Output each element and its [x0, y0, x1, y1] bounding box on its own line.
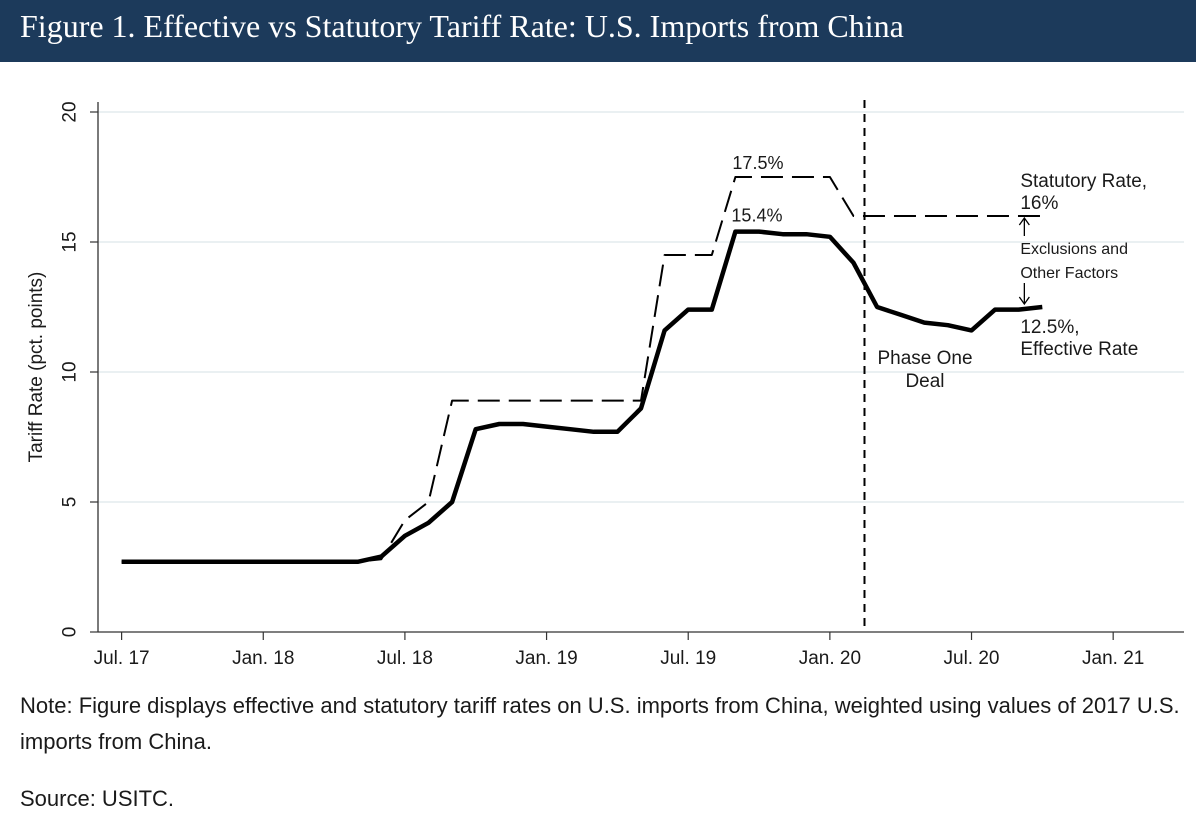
- statutory-end-label: 16%: [1020, 193, 1058, 214]
- phase-one-deal-label: Phase One: [877, 348, 972, 369]
- y-tick-label: 0: [60, 627, 81, 638]
- statutory-rate-line: [121, 176, 1043, 563]
- effective-rate-line: [121, 229, 1043, 565]
- statutory-peak-label: 17.5%: [732, 153, 783, 173]
- effective-peak-label: 15.4%: [731, 206, 782, 226]
- effective-end-label: 12.5%,: [1020, 317, 1079, 338]
- title-bar: Figure 1. Effective vs Statutory Tariff …: [0, 0, 1196, 62]
- y-tick-label: 15: [60, 231, 81, 252]
- gap-arrow-up-head: [1018, 216, 1030, 226]
- x-tick-label: Jan. 21: [1082, 648, 1144, 669]
- x-tick-label: Jul. 18: [377, 648, 433, 669]
- figure-note: Note: Figure displays effective and stat…: [20, 693, 1180, 754]
- effective-end-label: Effective Rate: [1020, 339, 1138, 360]
- x-tick-label: Jul. 19: [660, 648, 716, 669]
- y-axis-label: Tariff Rate (pct. points): [26, 272, 47, 463]
- tariff-rate-chart: 0 5 10 15 20 Jul. 17 Jan. 18 Jul. 18 Jan. 19 Jul.…: [26, 100, 1184, 669]
- x-tick-label: Jul. 20: [944, 648, 1000, 669]
- x-tick-label: Jan. 18: [232, 648, 294, 669]
- x-tick-label: Jul. 17: [94, 648, 150, 669]
- y-tick-label: 10: [60, 361, 81, 382]
- figure-title: Figure 1. Effective vs Statutory Tariff …: [20, 8, 904, 44]
- exclusions-label: Other Factors: [1020, 265, 1118, 282]
- y-tick-label: 5: [60, 497, 81, 508]
- x-tick-label: Jan. 19: [515, 648, 577, 669]
- statutory-end-label: Statutory Rate,: [1020, 171, 1147, 192]
- figure-source: Source: USITC.: [20, 786, 175, 811]
- y-tick-label: 20: [60, 101, 81, 122]
- gap-arrow-down-head: [1018, 296, 1030, 306]
- phase-one-deal-label: Deal: [905, 371, 944, 392]
- exclusions-label: Exclusions and: [1020, 241, 1128, 258]
- x-tick-label: Jan. 20: [799, 648, 861, 669]
